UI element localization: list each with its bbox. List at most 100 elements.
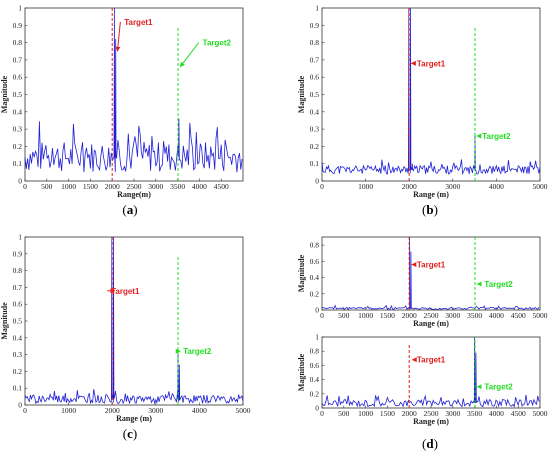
chart-panel-b: 0 1000 2000 3000 4000 5000 0 0.1 0.2 0.3 0.4 0.5 0.6… xyxy=(297,4,548,218)
x-tick-label: 2000 xyxy=(105,406,120,415)
y-tick-label: 1 xyxy=(315,4,319,13)
x-tick-label: 0 xyxy=(23,182,27,191)
x-tick-label: 1500 xyxy=(83,182,98,191)
target1-annotation-label: Target1 xyxy=(111,287,140,296)
y-tick-label: 0.8 xyxy=(310,241,320,250)
y-tick-label: 0.2 xyxy=(310,289,320,298)
x-tick-label: 5000 xyxy=(236,406,251,415)
target1-annotation-label: Target1 xyxy=(417,356,446,365)
x-tick-label: 3000 xyxy=(148,182,163,191)
panel-caption: (c) xyxy=(123,426,137,441)
x-tick-label: 0 xyxy=(23,406,27,415)
y-tick-label: 0.4 xyxy=(13,333,23,342)
y-tick-label: 1 xyxy=(18,4,22,13)
y-axis-label: Magnitude xyxy=(297,254,306,292)
x-tick-label: 2000 xyxy=(402,182,417,191)
panel-caption: (a) xyxy=(122,202,137,217)
x-tick-label: 5000 xyxy=(533,182,548,191)
x-tick-label: 3000 xyxy=(445,409,460,418)
y-tick-label: 0.4 xyxy=(310,107,320,116)
y-tick-label: 0.3 xyxy=(13,125,23,134)
y-tick-label: 0.4 xyxy=(310,273,320,282)
x-axis-label: Range(m) xyxy=(117,190,151,199)
y-axis-label: Magnitude xyxy=(297,353,306,391)
plot-frame xyxy=(321,236,541,311)
target1-annotation-label: Target1 xyxy=(417,59,446,68)
target1-annotation-arrow xyxy=(115,21,121,52)
x-tick-label: 3500 xyxy=(467,311,482,320)
x-tick-label: 4000 xyxy=(192,182,207,191)
y-tick-label: 0.4 xyxy=(310,375,320,384)
x-tick-label: 4500 xyxy=(214,182,229,191)
x-tick-label: 4500 xyxy=(511,409,526,418)
chart-panel-d1: 0 500 1000 1500 2000 2500 3000 3500 4000 4500 5000… xyxy=(297,236,548,328)
y-tick-label: 0.5 xyxy=(13,317,23,326)
y-tick-label: 0.2 xyxy=(13,142,23,151)
series-signal-line xyxy=(321,336,540,408)
y-tick-label: 0 xyxy=(315,404,319,413)
target2-annotation-label: Target2 xyxy=(482,132,511,141)
y-axis-label: Magnitude xyxy=(297,75,306,113)
x-tick-label: 0 xyxy=(320,311,324,320)
target2-annotation-label: Target2 xyxy=(183,347,212,356)
y-tick-label: 0.2 xyxy=(310,142,320,151)
y-tick-label: 0 xyxy=(18,401,22,410)
y-tick-label: 1 xyxy=(18,233,22,242)
x-tick-label: 1000 xyxy=(358,409,373,418)
y-axis-label: Magnitude xyxy=(0,302,9,340)
series-signal-line xyxy=(321,236,540,311)
x-tick-label: 2500 xyxy=(424,311,439,320)
series-signal-line xyxy=(24,236,244,405)
x-tick-label: 2000 xyxy=(402,311,417,320)
x-axis-label: Range (m) xyxy=(413,319,449,328)
plot-frame xyxy=(321,336,541,409)
y-tick-label: 1 xyxy=(315,333,319,342)
y-tick-label: 0.1 xyxy=(13,159,23,168)
plot-frame xyxy=(24,236,244,406)
plot-frame xyxy=(321,7,541,182)
x-tick-label: 1500 xyxy=(380,409,395,418)
y-tick-label: 0.2 xyxy=(13,367,23,376)
x-axis-label: Range (m) xyxy=(116,414,152,423)
x-tick-label: 2500 xyxy=(127,182,142,191)
y-tick-label: 0.8 xyxy=(13,38,23,47)
y-tick-label: 0 xyxy=(315,177,319,186)
x-tick-label: 1000 xyxy=(358,311,373,320)
y-tick-label: 0.7 xyxy=(13,55,23,64)
x-tick-label: 4000 xyxy=(192,406,207,415)
x-tick-label: 2500 xyxy=(424,409,439,418)
x-tick-label: 500 xyxy=(41,182,53,191)
target2-annotation-label: Target2 xyxy=(484,280,513,289)
y-tick-label: 0 xyxy=(315,306,319,315)
x-tick-label: 1000 xyxy=(61,182,76,191)
x-tick-label: 3500 xyxy=(170,182,185,191)
x-tick-label: 3000 xyxy=(445,182,460,191)
x-tick-label: 4000 xyxy=(489,182,504,191)
series-signal-line xyxy=(321,7,541,176)
y-tick-label: 0.2 xyxy=(310,389,320,398)
y-tick-label: 0.9 xyxy=(13,249,23,258)
y-tick-label: 0.6 xyxy=(310,257,320,266)
y-axis-label: Magnitude xyxy=(0,75,9,113)
y-tick-label: 0 xyxy=(18,177,22,186)
y-tick-label: 0.9 xyxy=(310,21,320,30)
y-tick-label: 0.6 xyxy=(310,361,320,370)
chart-panel-d2: 0 500 1000 1500 2000 2500 3000 3500 4000 4500 5000… xyxy=(297,333,548,452)
target2-annotation-label: Target2 xyxy=(484,383,513,392)
y-tick-label: 0.8 xyxy=(13,266,23,275)
x-tick-label: 3000 xyxy=(148,406,163,415)
y-tick-label: 0.1 xyxy=(13,384,23,393)
y-tick-label: 0.7 xyxy=(13,283,23,292)
x-tick-label: 2000 xyxy=(402,409,417,418)
target2-annotation-arrow xyxy=(179,42,200,68)
y-tick-label: 0.9 xyxy=(13,21,23,30)
y-tick-label: 0.6 xyxy=(13,73,23,82)
chart-panel-a: 0 500 1000 1500 2000 2500 3000 3500 4000 4500 0 0.1… xyxy=(0,4,244,217)
y-tick-label: 0.3 xyxy=(13,350,23,359)
x-axis-label: Range (m) xyxy=(413,417,449,426)
target2-annotation-label: Target2 xyxy=(203,39,232,48)
y-tick-label: 0.8 xyxy=(310,38,320,47)
target1-annotation-label: Target1 xyxy=(417,261,446,270)
y-tick-label: 0.4 xyxy=(13,107,23,116)
